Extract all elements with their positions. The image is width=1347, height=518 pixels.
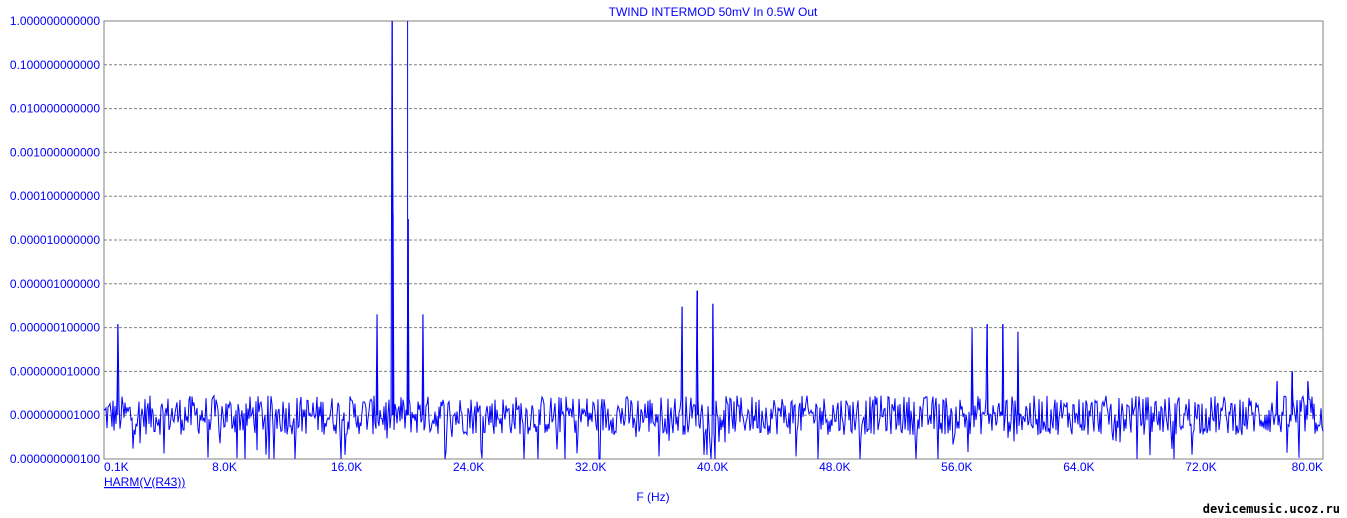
x-tick-label: 40.0K: [697, 460, 728, 474]
y-tick-label: 0.000010000000: [10, 233, 100, 247]
x-tick-label: 24.0K: [453, 460, 484, 474]
harm-trace-line: [103, 20, 1324, 460]
trace-legend-label: HARM(V(R43)): [104, 475, 185, 489]
x-tick-label: 80.0K: [1292, 460, 1323, 474]
y-tick-label: 0.000100000000: [10, 189, 100, 203]
watermark-text: devicemusic.ucoz.ru: [1203, 502, 1340, 516]
x-axis-ticks: 0.1K 8.0K 16.0K 24.0K 32.0K 40.0K 48.0K 56.0K 64…: [104, 460, 1323, 474]
y-tick-label: 0.000000010000: [10, 364, 100, 378]
x-tick-label: 16.0K: [331, 460, 362, 474]
y-tick-label: 1.000000000000: [10, 14, 100, 28]
x-tick-label: 56.0K: [941, 460, 972, 474]
x-tick-label: 72.0K: [1185, 460, 1216, 474]
chart-title: TWIND INTERMOD 50mV In 0.5W Out: [609, 5, 818, 19]
x-tick-label: 32.0K: [575, 460, 606, 474]
x-tick-label: 48.0K: [819, 460, 850, 474]
y-tick-label: 0.100000000000: [10, 58, 100, 72]
y-tick-label: 0.000000001000: [10, 408, 100, 422]
y-tick-label: 0.001000000000: [10, 145, 100, 159]
trace-layer: [103, 20, 1324, 460]
x-axis-label: F (Hz): [636, 490, 669, 504]
y-tick-label: 0.000000100000: [10, 321, 100, 335]
x-tick-label: 0.1K: [104, 460, 129, 474]
x-tick-label: 8.0K: [212, 460, 237, 474]
y-tick-label: 0.000001000000: [10, 277, 100, 291]
y-tick-label: 0.000000000100: [10, 452, 100, 466]
x-tick-label: 64.0K: [1063, 460, 1094, 474]
y-axis-ticks: 1.000000000000 0.100000000000 0.0100000000…: [10, 14, 100, 466]
y-tick-label: 0.010000000000: [10, 102, 100, 116]
